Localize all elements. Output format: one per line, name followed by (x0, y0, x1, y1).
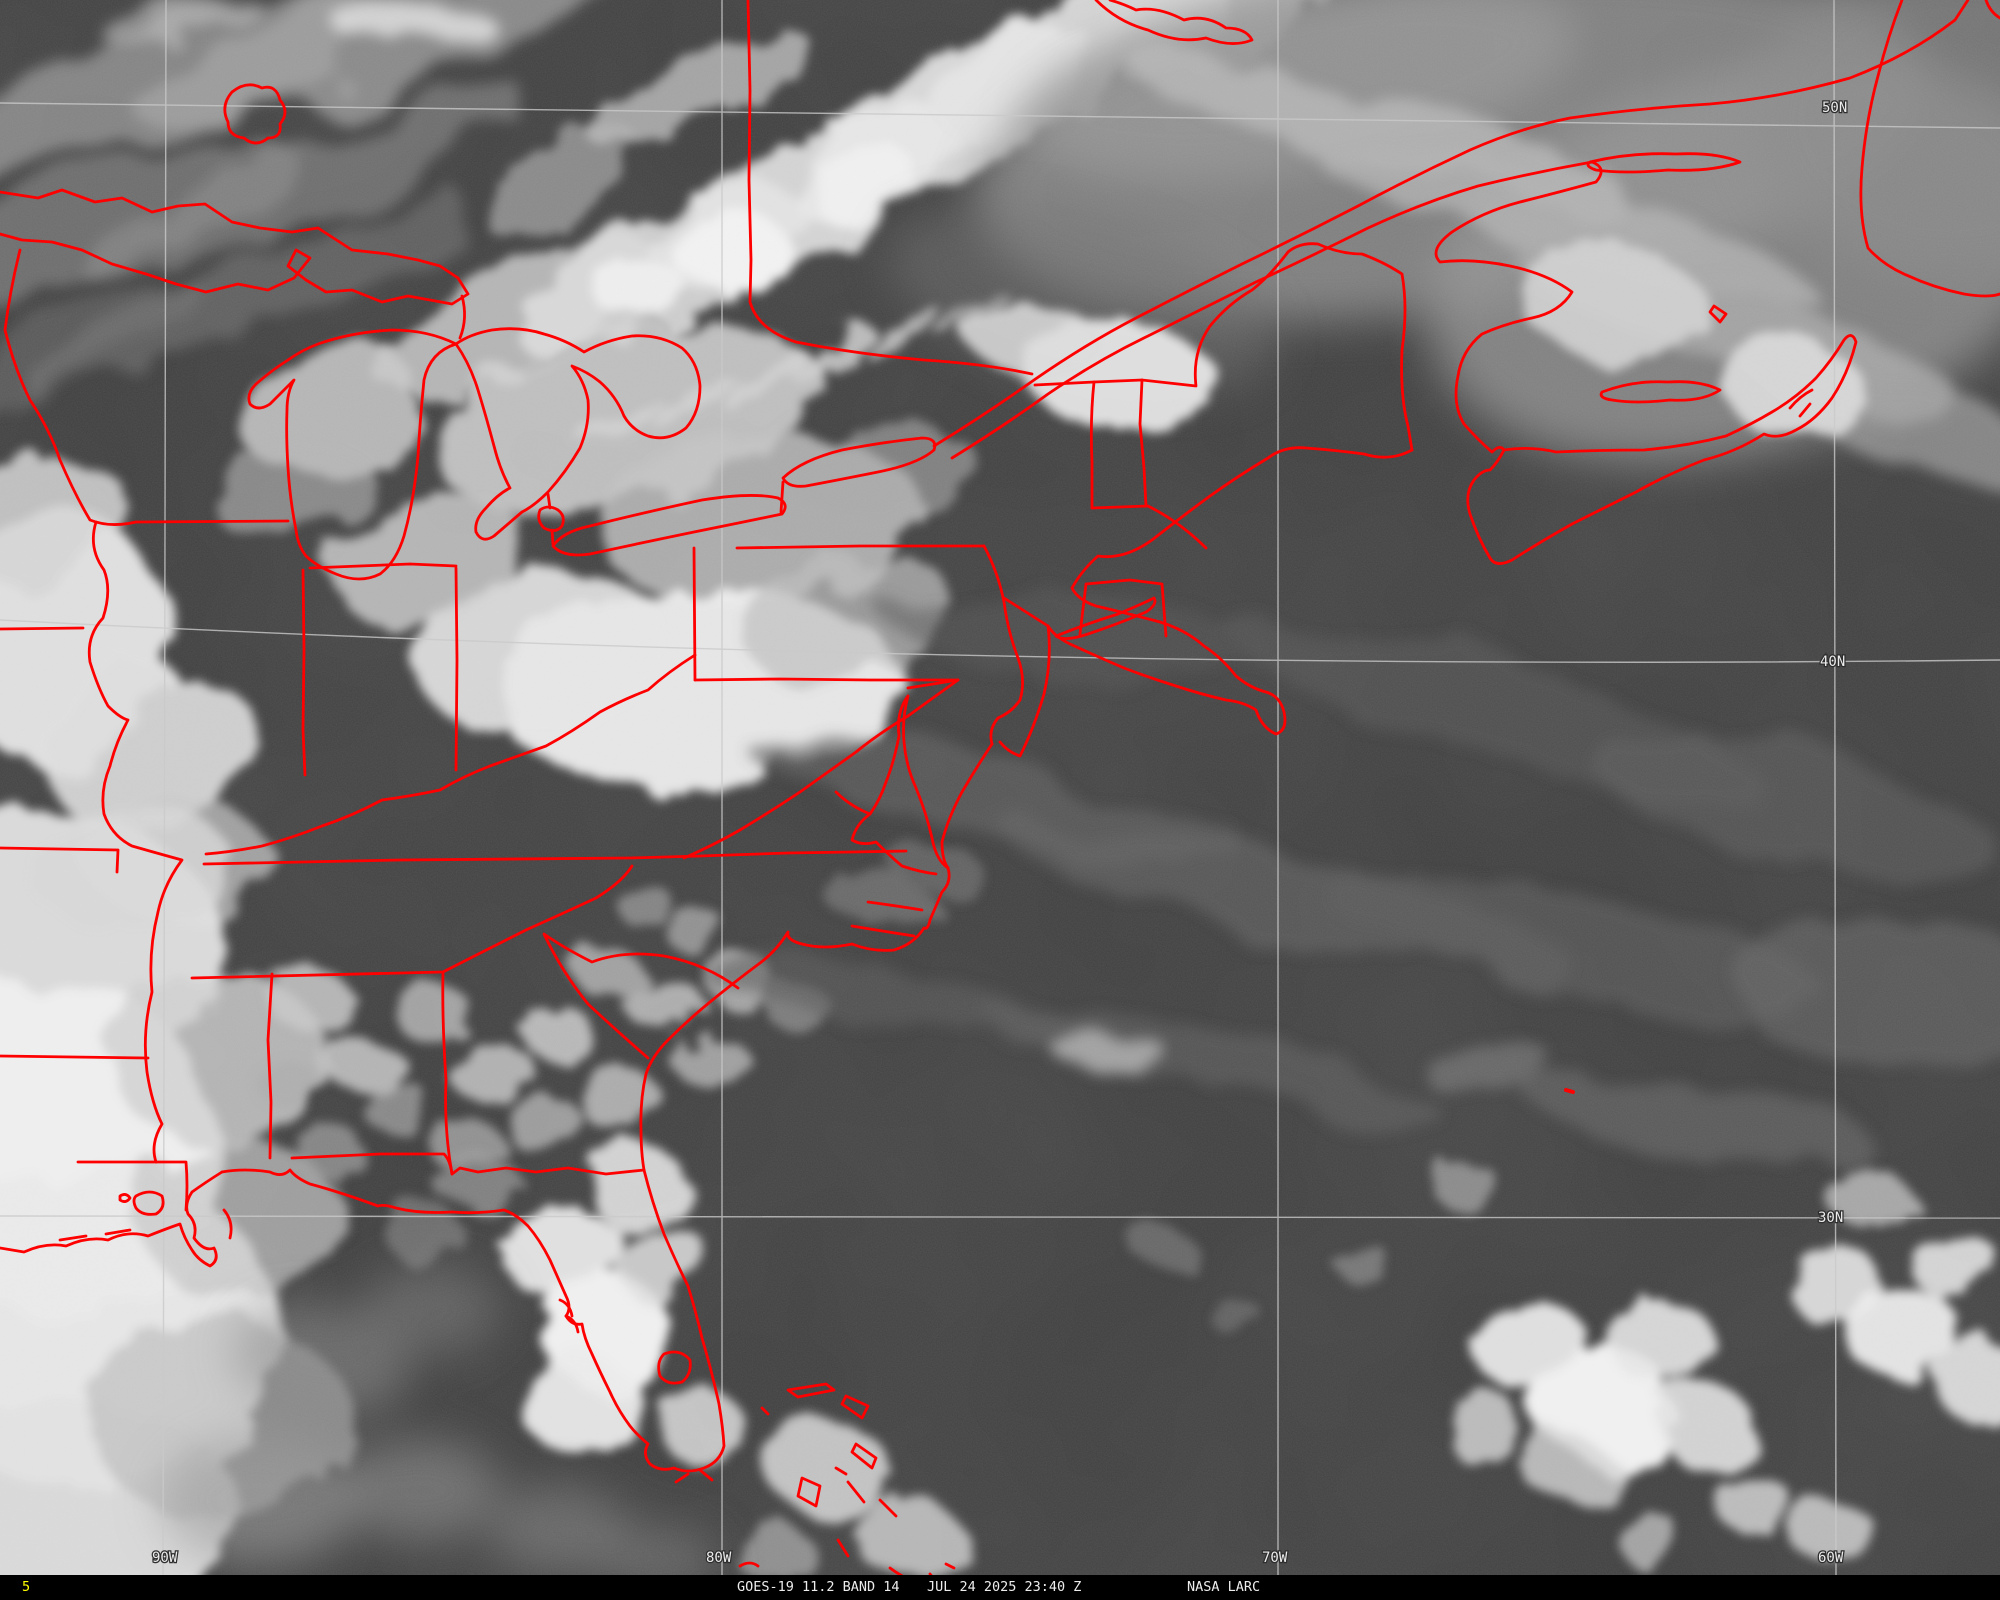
lake-okeechobee-outline (657, 1350, 692, 1385)
tennessee-south-border (190, 970, 445, 980)
carolinas-borders (542, 932, 740, 1060)
cuba-north-coast-fragments (738, 1561, 956, 1575)
potomac-river (834, 790, 872, 816)
ohio-river (204, 653, 697, 856)
saguenay-region-lines (1094, 0, 1254, 45)
bras-dor-lakes (1788, 388, 1814, 418)
magdalen-islands (1708, 304, 1728, 324)
illinois-indiana-border (301, 568, 307, 777)
new-england-coastline (1046, 446, 1414, 736)
lat-label-30n: 30N (1818, 1210, 1843, 1226)
bahamas-islands (760, 1382, 898, 1558)
niagara-river (779, 480, 785, 514)
st-lawrence-south-shore-gaspe-nb (950, 160, 1603, 460)
indiana-ohio-border (454, 566, 459, 772)
lake-superior-and-border (0, 188, 470, 306)
lake-erie-outline (551, 494, 787, 557)
product-label: GOES-19 11.2 BAND 14 (737, 1579, 900, 1595)
long-island-outline (1054, 596, 1157, 640)
mississippi-alabama-border (266, 972, 274, 1160)
lon-label-70w: 70W (1262, 1550, 1288, 1566)
longitude-line-60w (1833, 0, 1837, 1575)
prince-edward-island-outline (1599, 380, 1722, 404)
anticosti-island-outline (1586, 152, 1742, 174)
florida-peninsula-gulf-coast (220, 1168, 726, 1473)
chesapeake-bay-east-shore (902, 694, 950, 870)
lat-label-40n: 40N (1820, 654, 1845, 670)
chesapeake-bay-west-shore (850, 694, 938, 876)
graticule-labels: 50N 40N 30N 90W 80W 70W 60W (151, 99, 1849, 1568)
massachusetts-north-borders (1090, 504, 1208, 550)
new-jersey-coast (998, 624, 1051, 758)
new-york-pennsylvania-border (735, 544, 986, 550)
st-marys-river (458, 294, 466, 340)
iowa-missouri-border (0, 626, 85, 631)
delaware-river-and-bay (982, 544, 1024, 746)
vermont-new-hampshire-border (1138, 378, 1148, 508)
status-bar: 5 GOES-19 11.2 BAND 14 JUL 24 2025 23:40… (0, 1575, 2000, 1600)
carolina-coast-outer-banks (639, 866, 951, 1172)
lon-label-90w: 90W (152, 1550, 178, 1566)
credit-label: NASA LARC (1187, 1579, 1261, 1595)
lake-huron-georgian-bay-outline (454, 327, 702, 541)
southern-new-england-borders (1002, 578, 1168, 638)
lon-label-80w: 80W (706, 1550, 732, 1566)
ontario-quebec-border (746, 0, 1034, 376)
wisconsin-illinois-border (134, 519, 290, 524)
wisconsin-west-border (3, 248, 138, 526)
lake-st-clair-outline (537, 505, 565, 532)
latitude-line-30n (0, 1215, 2000, 1219)
michigan-south-border (308, 562, 458, 570)
virginia-west-virginia-border (682, 678, 960, 860)
ohio-pennsylvania-border (692, 546, 697, 682)
st-clair-detroit-rivers (546, 492, 555, 546)
lake-ontario-outline (781, 436, 937, 488)
lat-label-50n: 50N (1822, 100, 1847, 116)
tampa-bay-inlets (558, 1298, 580, 1334)
louisiana-coast-mississippi-delta (0, 1170, 224, 1268)
kentucky-virginia-36-5-line (202, 849, 908, 866)
mason-dixon-line (693, 677, 960, 682)
latitude-line-50n (0, 102, 2000, 129)
albemarle-pamlico-sounds (850, 900, 924, 938)
longitude-line-90w (162, 0, 167, 1575)
bermuda-mark (1564, 1088, 1575, 1094)
lon-label-60w: 60W (1818, 1550, 1844, 1566)
lake-pontchartrain-outline (118, 1190, 165, 1216)
tennessee-north-carolina-border (441, 864, 634, 974)
mississippi-river (87, 520, 184, 1164)
missouri-arkansas-border (0, 846, 120, 874)
delmarva-atlantic-coast (940, 742, 994, 870)
st-lawrence-north-shore (932, 0, 1970, 448)
lake-nipigon-outline (223, 83, 287, 145)
nova-scotia-outline (1466, 334, 1858, 565)
maine-quebec-nb-borders (1033, 242, 1414, 452)
arkansas-louisiana-border (0, 1054, 150, 1060)
gulf-barrier-islands (58, 1208, 233, 1242)
frame-counter: 5 (22, 1579, 31, 1595)
georgia-alabama-border (441, 972, 454, 1176)
newfoundland-west-coast (1859, 0, 2000, 298)
lake-michigan-outline (247, 328, 458, 581)
vermont-west-border (1089, 380, 1096, 510)
florida-keys (674, 1468, 714, 1484)
timestamp-label: JUL 24 2025 23:40 Z (927, 1579, 1082, 1595)
